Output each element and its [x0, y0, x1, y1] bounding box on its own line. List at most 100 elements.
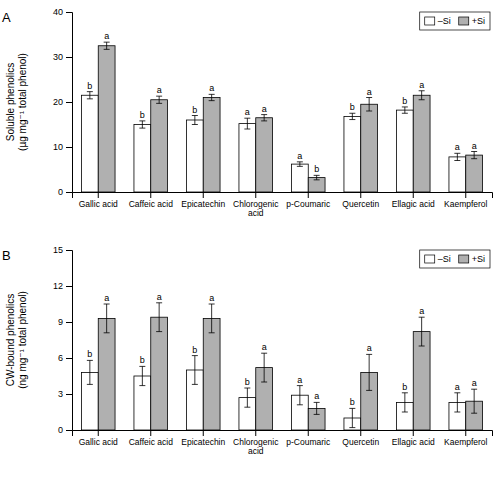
error-bar: [454, 393, 460, 412]
error-bar-cap: [261, 353, 267, 354]
x-tick: Caffeic acid: [129, 430, 174, 447]
legend-swatch: [425, 17, 435, 25]
x-tick-label: Caffeic acid: [129, 437, 174, 447]
legend-label: +Si: [472, 254, 485, 264]
bar: [413, 332, 430, 430]
x-tick-label: Caffeic acid: [129, 199, 174, 209]
x-tick-label: Quercetin: [342, 437, 379, 447]
error-bar-stem: [457, 393, 458, 412]
error-bar-stem: [369, 98, 370, 112]
y-tick-label: 40: [53, 7, 63, 17]
error-bar-stem: [299, 162, 300, 167]
y-tick-mark: [66, 286, 72, 287]
significance-letter: a: [157, 292, 162, 302]
error-bar: [104, 304, 110, 333]
x-tick-mark: [413, 192, 414, 198]
error-bar-cap: [192, 384, 198, 385]
error-bar: [314, 175, 320, 180]
x-tick-mark: [413, 430, 414, 436]
error-bar: [419, 317, 425, 346]
error-bar: [192, 116, 198, 125]
x-tick-mark: [255, 430, 256, 436]
error-bar-cap: [244, 388, 250, 389]
x-tick-mark: [98, 430, 99, 436]
significance-letter: b: [87, 81, 92, 91]
error-bar-cap: [139, 366, 145, 367]
y-tick-mark: [66, 394, 72, 395]
x-tick-label: p-Coumaric: [286, 199, 331, 209]
x-tick-mark: [465, 192, 466, 198]
x-tick-label-line: Ellagic acid: [392, 199, 435, 209]
error-bar: [209, 94, 215, 100]
y-axis: 010203040: [53, 7, 73, 197]
error-bar-stem: [421, 317, 422, 346]
error-bar-cap: [419, 99, 425, 100]
legend-swatch: [459, 255, 469, 263]
y-tick: 15: [53, 245, 72, 255]
error-bar-cap: [87, 384, 93, 385]
significance-letter: a: [104, 31, 109, 41]
x-tick: Kaempferol: [444, 192, 488, 209]
error-bar-stem: [142, 121, 143, 128]
x-tick-label-line: p-Coumaric: [286, 437, 331, 447]
legend-item: –Si: [425, 254, 451, 264]
x-tick-label-line: Kaempferol: [444, 199, 488, 209]
error-bar: [402, 393, 408, 412]
x-tick: Kaempferol: [444, 430, 488, 447]
error-bar: [314, 402, 320, 414]
x-tick-mark: [308, 192, 309, 198]
y-tick-label: 10: [53, 142, 63, 152]
x-tick-label: Gallic acid: [79, 199, 118, 209]
error-bar: [261, 115, 267, 121]
error-bar: [454, 153, 460, 160]
error-bar-cap: [402, 412, 408, 413]
x-tick: Epicatechin: [181, 430, 225, 447]
error-bar-cap: [402, 392, 408, 393]
legend-label: –Si: [438, 254, 451, 264]
error-bar-cap: [419, 317, 425, 318]
significance-letter: b: [192, 345, 197, 355]
error-bar-stem: [142, 366, 143, 385]
error-bar-cap: [156, 302, 162, 303]
significance-letter: a: [367, 343, 372, 353]
significance-letter: a: [455, 142, 460, 152]
significance-letter: a: [157, 85, 162, 95]
y-tick-mark: [66, 192, 72, 193]
y-tick: 0: [58, 187, 72, 197]
error-bar: [87, 360, 93, 384]
error-bar-cap: [314, 175, 320, 176]
x-tick-label-line: acid: [248, 446, 264, 456]
error-bar-cap: [192, 124, 198, 125]
error-bar-cap: [104, 304, 110, 305]
y-tick: 0: [58, 425, 72, 435]
x-axis-line: [73, 431, 493, 437]
bar: [203, 318, 220, 430]
significance-letter: b: [87, 349, 92, 359]
y-tick-mark: [66, 358, 72, 359]
x-tick-mark: [203, 192, 204, 198]
error-bar-cap: [192, 355, 198, 356]
error-bar-stem: [89, 92, 90, 99]
x-tick-mark: [150, 192, 151, 198]
error-bar-stem: [247, 388, 248, 407]
error-bar-stem: [404, 107, 405, 113]
significance-letter: a: [472, 378, 477, 388]
y-tick-label: 0: [58, 187, 63, 197]
significance-letter: a: [209, 83, 214, 93]
error-bar: [156, 96, 162, 103]
x-tick-label: Gallic acid: [79, 437, 118, 447]
y-tick-mark: [66, 322, 72, 323]
error-bar-stem: [106, 42, 107, 49]
error-bar-cap: [104, 49, 110, 50]
bar: [151, 317, 168, 430]
y-axis-line: [66, 251, 73, 431]
panel: 03691215Gallic acidCaffeic acidEpicatech…: [2, 245, 493, 456]
x-tick-label: Epicatechin: [181, 437, 225, 447]
error-bar: [244, 388, 250, 407]
x-tick-label: Kaempferol: [444, 437, 488, 447]
x-tick-label-line: Kaempferol: [444, 437, 488, 447]
error-bar-cap: [192, 115, 198, 116]
x-tick-label: p-Coumaric: [286, 437, 331, 447]
x-tick: Epicatechin: [181, 192, 225, 209]
significance-letter: a: [472, 141, 477, 151]
